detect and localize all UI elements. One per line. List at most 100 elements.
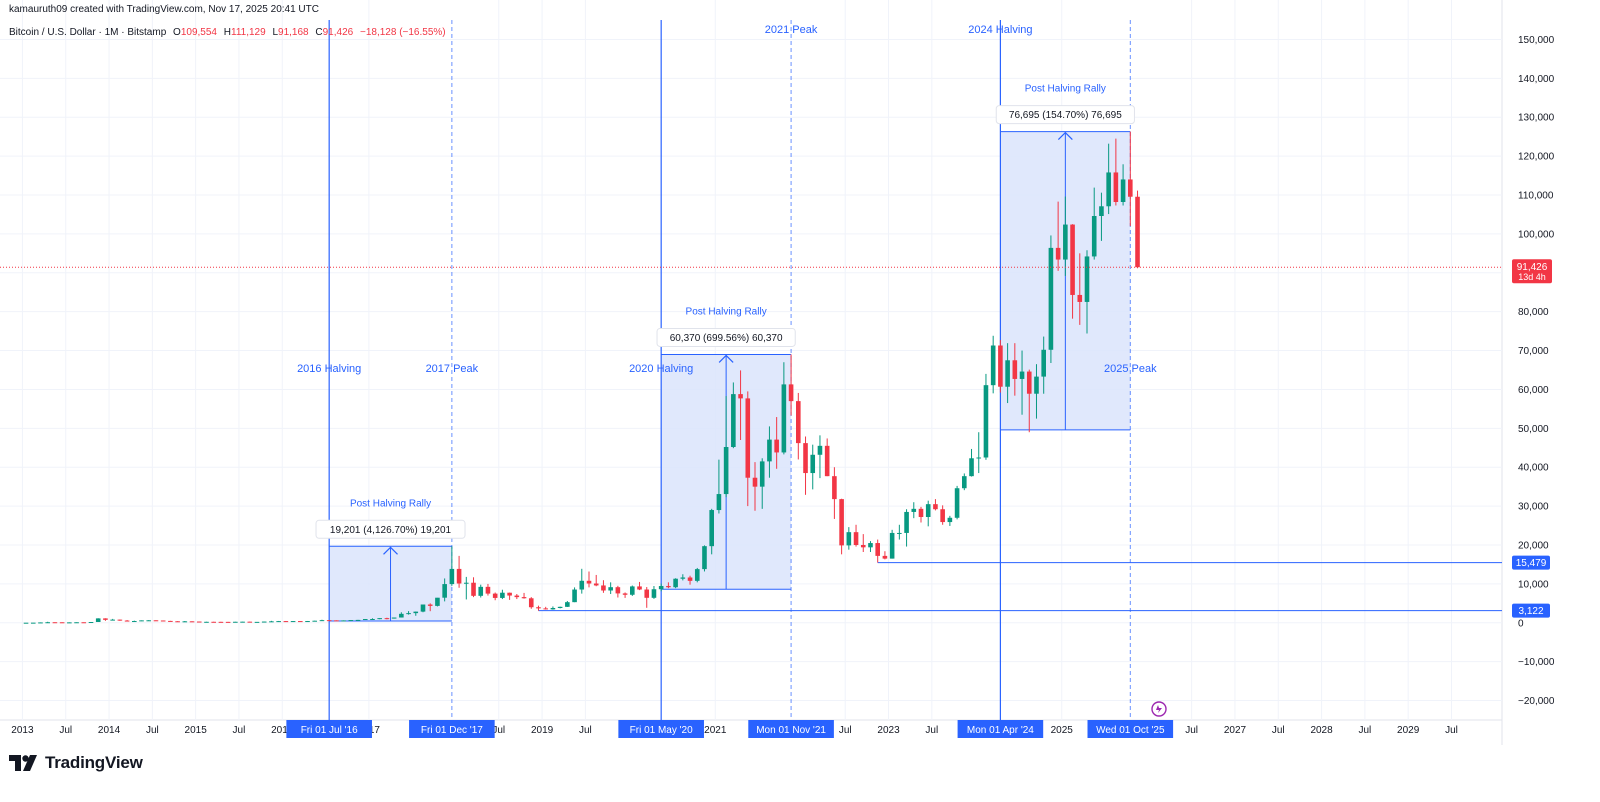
candle-body[interactable]: [651, 589, 657, 598]
candle-body[interactable]: [1041, 349, 1046, 377]
candle-body[interactable]: [464, 582, 469, 584]
candle-body[interactable]: [673, 578, 678, 588]
candle-body[interactable]: [752, 477, 758, 487]
candle-body[interactable]: [565, 602, 570, 607]
candle-body[interactable]: [557, 606, 563, 608]
candle-body[interactable]: [666, 586, 671, 588]
candle-body[interactable]: [969, 458, 974, 477]
price-axis[interactable]: −20,000 −10,000 0 10,000 20,000 30,000 40,000 5…: [1512, 35, 1555, 707]
candle-body[interactable]: [406, 613, 411, 615]
candle-body[interactable]: [832, 476, 837, 500]
candle-body[interactable]: [658, 586, 664, 590]
candle-body[interactable]: [824, 445, 830, 477]
candle-body[interactable]: [370, 619, 375, 621]
candle-body[interactable]: [1055, 247, 1061, 260]
candle-body[interactable]: [637, 586, 642, 590]
candle-body[interactable]: [976, 457, 982, 459]
candle-body[interactable]: [579, 580, 585, 590]
candle-body[interactable]: [362, 619, 368, 621]
candle-body[interactable]: [196, 621, 202, 623]
candle-body[interactable]: [175, 621, 180, 623]
candle-body[interactable]: [312, 620, 318, 622]
candle-body[interactable]: [355, 619, 361, 621]
candle-body[interactable]: [1099, 206, 1104, 216]
candle-body[interactable]: [276, 621, 281, 623]
candle-body[interactable]: [240, 621, 245, 623]
candle-body[interactable]: [954, 488, 960, 518]
candle-body[interactable]: [723, 447, 729, 495]
candle-body[interactable]: [759, 461, 765, 487]
candle-body[interactable]: [796, 401, 801, 444]
price-chart[interactable]: 2016 Halving 2017 Peak 2020 Halving 2021 Pe…: [0, 0, 1600, 745]
candle-body[interactable]: [420, 604, 426, 612]
candle-body[interactable]: [74, 622, 79, 624]
candle-body[interactable]: [745, 398, 751, 478]
candle-body[interactable]: [630, 586, 635, 595]
candle-body[interactable]: [95, 618, 101, 623]
candle-body[interactable]: [680, 577, 686, 579]
candle-body[interactable]: [514, 595, 520, 598]
candle-body[interactable]: [1135, 196, 1140, 268]
candle-body[interactable]: [933, 504, 938, 510]
candle-body[interactable]: [283, 621, 289, 623]
candle-body[interactable]: [1063, 224, 1068, 260]
candle-body[interactable]: [146, 620, 152, 622]
candle-body[interactable]: [810, 454, 816, 474]
candle-body[interactable]: [471, 582, 476, 596]
candle-body[interactable]: [492, 593, 498, 598]
candle-body[interactable]: [601, 585, 606, 591]
candle-body[interactable]: [1120, 179, 1126, 202]
candle-body[interactable]: [189, 621, 195, 623]
candle-body[interactable]: [247, 621, 253, 623]
candle-body[interactable]: [694, 569, 700, 581]
candle-body[interactable]: [45, 622, 50, 624]
candle-body[interactable]: [738, 394, 743, 399]
candle-body[interactable]: [817, 445, 823, 455]
candle-body[interactable]: [348, 620, 354, 622]
candle-body[interactable]: [860, 545, 866, 548]
candle-body[interactable]: [846, 532, 852, 546]
candle-body[interactable]: [160, 620, 166, 622]
candle-body[interactable]: [269, 621, 274, 623]
candle-body[interactable]: [124, 620, 130, 622]
candle-body[interactable]: [709, 510, 714, 547]
candle-body[interactable]: [774, 439, 779, 453]
candle-body[interactable]: [1113, 172, 1119, 202]
candle-body[interactable]: [1034, 376, 1039, 394]
candle-body[interactable]: [326, 620, 332, 622]
candle-body[interactable]: [23, 622, 29, 624]
candle-body[interactable]: [1048, 247, 1054, 350]
candle-body[interactable]: [233, 621, 238, 623]
candle-body[interactable]: [543, 608, 548, 610]
candle-body[interactable]: [803, 443, 808, 474]
candle-body[interactable]: [485, 586, 491, 594]
candle-body[interactable]: [1128, 179, 1133, 197]
candle-body[interactable]: [781, 384, 787, 453]
candle-body[interactable]: [399, 613, 404, 618]
candle-body[interactable]: [456, 568, 462, 584]
candle-body[interactable]: [88, 622, 94, 624]
candle-body[interactable]: [990, 345, 996, 386]
candle-body[interactable]: [608, 587, 613, 591]
candle-body[interactable]: [550, 608, 556, 610]
candle-body[interactable]: [442, 584, 447, 598]
candle-body[interactable]: [897, 532, 902, 534]
candle-body[interactable]: [1005, 360, 1010, 387]
candle-body[interactable]: [925, 504, 931, 517]
candle-body[interactable]: [435, 597, 440, 606]
candle-body[interactable]: [211, 621, 216, 623]
candle-body[interactable]: [1077, 294, 1083, 302]
candle-body[interactable]: [500, 592, 505, 598]
candle-body[interactable]: [853, 532, 859, 545]
candle-body[interactable]: [384, 618, 390, 620]
candle-body[interactable]: [204, 621, 209, 623]
candle-body[interactable]: [1091, 216, 1097, 257]
candle-body[interactable]: [110, 619, 115, 621]
candle-body[interactable]: [30, 622, 36, 624]
candle-body[interactable]: [182, 621, 188, 623]
replay-icon[interactable]: [1151, 701, 1167, 717]
candle-body[interactable]: [1106, 172, 1111, 207]
candle-body[interactable]: [59, 622, 65, 624]
candle-body[interactable]: [1012, 360, 1018, 379]
candle-body[interactable]: [298, 621, 303, 623]
